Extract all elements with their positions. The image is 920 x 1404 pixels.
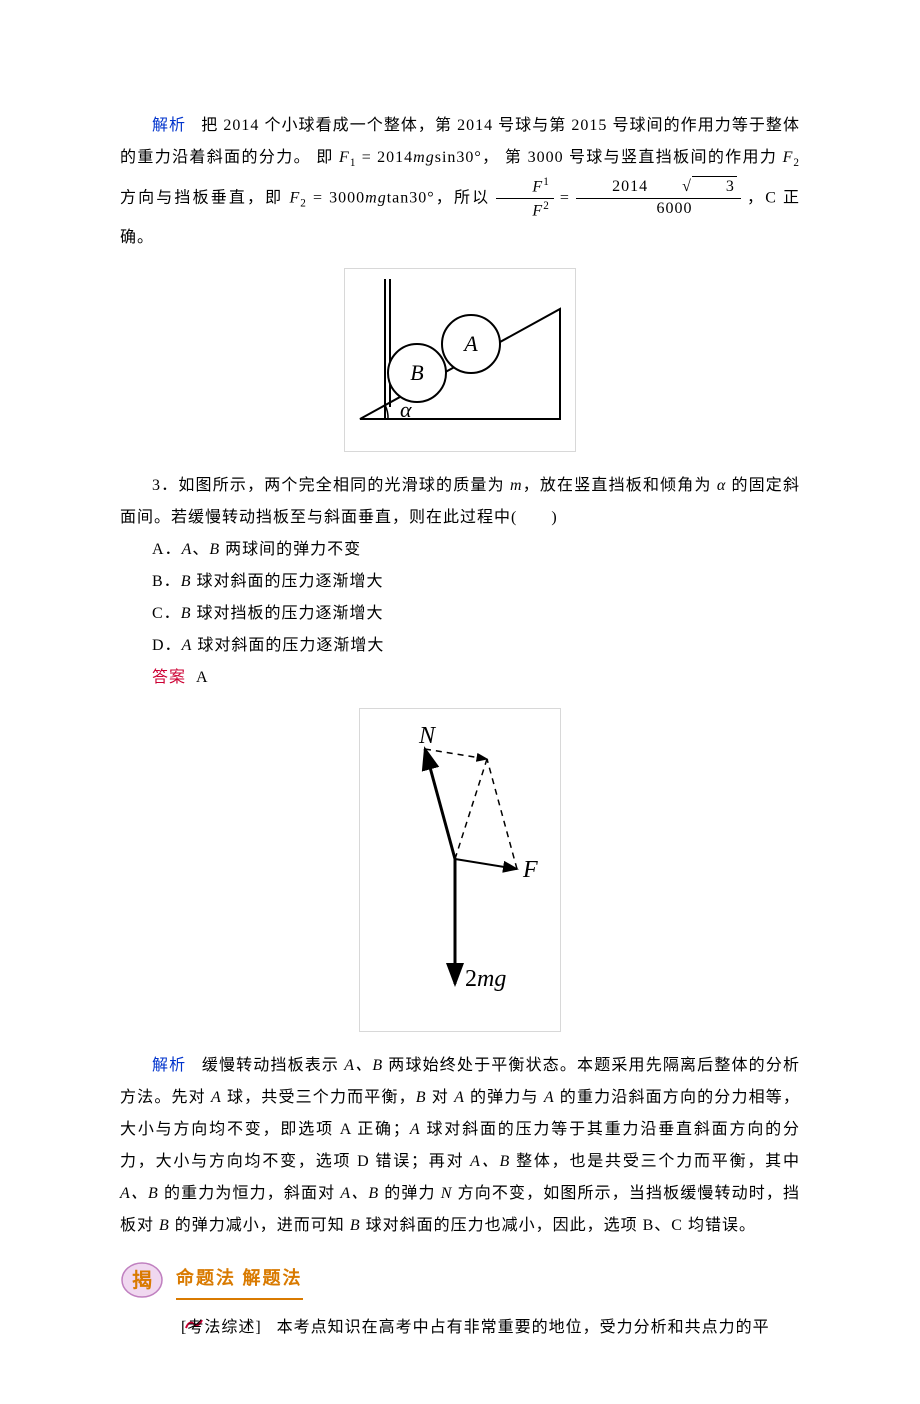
- q3-optD: D．A 球对斜面的压力逐渐增大: [120, 630, 800, 662]
- f1-expr: 即 F1 = 2014mgsin30°，: [316, 149, 505, 166]
- section-banner: 揭 命题法 解题法: [120, 1262, 303, 1298]
- banner-icon: 揭: [120, 1262, 168, 1298]
- analysis-label: 解析: [152, 117, 186, 134]
- figure-2-svg: N F 2mg: [360, 709, 560, 1019]
- svg-text:F: F: [522, 857, 538, 883]
- fraction-f1-f2: F1 F2: [496, 175, 553, 222]
- banner-text: 命题法 解题法: [176, 1260, 303, 1300]
- svg-text:B: B: [410, 360, 423, 385]
- exam-summary: [考法综述] 本考点知识在高考中占有非常重要的地位，受力分析和共点力的平: [120, 1312, 800, 1344]
- answer-label: 答案: [152, 669, 186, 686]
- figure-1-svg: A Bα: [345, 269, 575, 439]
- figure-2-wrap: N F 2mg: [120, 708, 800, 1032]
- q3-optA: A．A、B 两球间的弹力不变: [120, 534, 800, 566]
- analysis-1: 解析 把 2014 个小球看成一个整体，第 2014 号球与第 2015 号球间…: [120, 110, 800, 254]
- bullet-icon: [152, 1312, 172, 1344]
- svg-text:α: α: [400, 397, 412, 422]
- analysis-label-2: 解析: [152, 1057, 186, 1074]
- analysis-2: 解析 缓慢转动挡板表示 A、B 两球始终处于平衡状态。本题采用先隔离后整体的分析…: [120, 1050, 800, 1242]
- figure-1: A Bα: [344, 268, 576, 452]
- q3-answer: 答案 A: [120, 662, 800, 694]
- exam-summary-label: [考法综述]: [181, 1319, 262, 1336]
- q3-optC: C．B 球对挡板的压力逐渐增大: [120, 598, 800, 630]
- figure-2: N F 2mg: [359, 708, 561, 1032]
- q3-optB: B．B 球对斜面的压力逐渐增大: [120, 566, 800, 598]
- q3-stem: 3．如图所示，两个完全相同的光滑球的质量为 m，放在竖直挡板和倾角为 α 的固定…: [120, 470, 800, 534]
- svg-text:揭: 揭: [132, 1268, 152, 1292]
- svg-text:N: N: [418, 723, 437, 749]
- svg-text:2mg: 2mg: [465, 966, 506, 992]
- figure-1-wrap: A Bα: [120, 268, 800, 452]
- svg-text:A: A: [462, 331, 478, 356]
- fraction-rhs: 20143 6000: [576, 176, 741, 220]
